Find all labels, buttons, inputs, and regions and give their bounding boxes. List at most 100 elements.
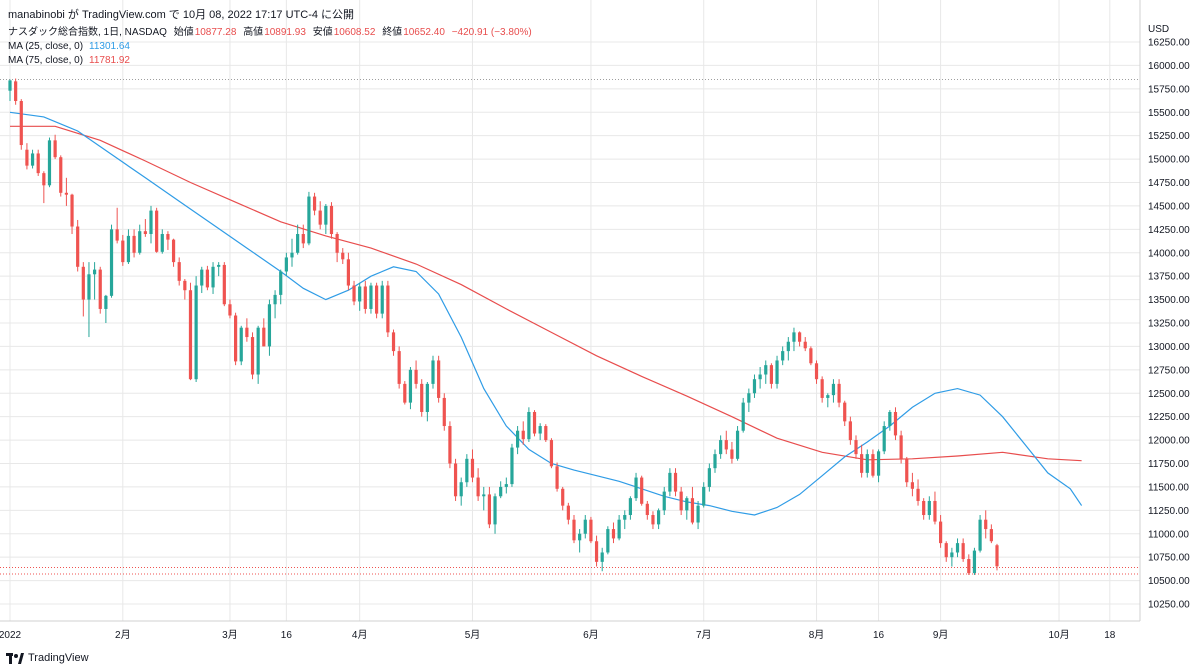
tradingview-brand: TradingView [28,652,89,664]
candle-down [944,543,948,558]
candle-down [375,285,379,314]
candle-up [617,519,621,539]
candle-down [245,327,249,338]
candle-down [916,488,920,501]
candle-up [764,365,768,375]
low-label: 安値 [312,27,333,38]
candle-down [594,541,599,562]
candle-up [239,327,243,362]
candle-up [713,454,717,469]
close-label: 終値 [382,27,403,38]
ma25-row[interactable]: MA (25, close, 0) 11301.64 [8,40,536,54]
price-tick-label: 15250.00 [1148,131,1190,142]
candle-down [730,449,734,459]
price-tick-label: 15750.00 [1148,84,1190,95]
candle-down [645,503,649,516]
candle-up [380,285,384,314]
candle-down [798,332,802,342]
price-tick-label: 10500.00 [1148,576,1190,587]
candle-down [352,285,356,302]
candle-up [735,430,740,459]
candle-up [876,451,881,476]
candle-up [138,231,142,253]
candle-down [843,402,847,422]
candle-down [521,430,525,440]
candle-down [476,477,480,497]
time-tick-label: 4月 [352,629,368,641]
candle-down [544,426,548,441]
candle-down [250,337,255,375]
candle-down [967,559,971,574]
candle-up [358,286,362,302]
candle-down [453,463,458,497]
candle-down [854,440,858,455]
candle-down [555,466,559,489]
candle-up [499,486,503,497]
candle-up [950,552,954,558]
time-tick-label: 9月 [933,629,949,641]
candle-up [194,285,198,380]
ma75-row[interactable]: MA (75, close, 0) 11781.92 [8,54,536,68]
candle-up [493,496,497,525]
high-label: 高値 [243,27,264,38]
candle-up [972,550,977,574]
time-tick-label: 2022 [0,630,22,641]
price-tick-label: 14250.00 [1148,225,1190,236]
candle-up [634,477,638,499]
candle-down [262,327,266,347]
candle-down [679,491,683,511]
candle-up [296,234,300,253]
price-tick-label: 14750.00 [1148,178,1190,189]
candle-down [820,379,824,398]
open-value: 10877.28 [194,27,237,38]
candle-down [561,488,565,506]
candle-up [93,269,97,275]
price-tick-label: 10750.00 [1148,553,1190,564]
tradingview-logo[interactable]: TradingView [6,652,89,664]
price-tick-label: 12750.00 [1148,365,1190,376]
candle-up [30,153,35,166]
candle-down [42,173,46,186]
candle-up [217,264,221,267]
candle-down [549,440,554,467]
candle-up [955,543,960,553]
candle-up [160,234,164,252]
time-tick-label: 18 [1104,630,1116,641]
candle-down [566,505,570,520]
candle-up [538,426,542,434]
candle-down [922,500,926,516]
candle-down [115,229,119,241]
candle-up [510,447,514,485]
high-value: 10891.93 [264,27,306,38]
candle-down [437,360,441,398]
time-tick-label: 6月 [583,629,599,641]
candle-up [882,426,886,452]
candle-down [860,454,864,473]
candle-down [397,351,401,384]
candle-down [222,264,226,305]
candle-up [775,360,779,384]
candle-down [155,210,159,252]
candle-up [826,395,830,398]
candle-up [685,498,689,511]
candle-down [329,205,334,235]
candle-down [143,231,147,235]
candle-down [420,383,424,412]
price-tick-label: 16250.00 [1148,38,1190,49]
candle-up [702,486,706,506]
candle-down [70,194,74,227]
symbol-name: ナスダック総合指数, 1日, NASDAQ [8,27,167,38]
candle-down [933,500,937,522]
currency-label: USD [1148,24,1169,35]
candle-down [572,519,576,541]
candle-up [978,519,982,551]
candle-down [690,498,695,523]
price-tick-label: 15500.00 [1148,108,1190,119]
price-tick-label: 14000.00 [1148,248,1190,259]
candle-up [425,383,429,412]
candle-up [211,266,215,288]
candle-down [837,383,841,403]
candle-down [312,196,317,211]
candle-down [848,421,852,441]
